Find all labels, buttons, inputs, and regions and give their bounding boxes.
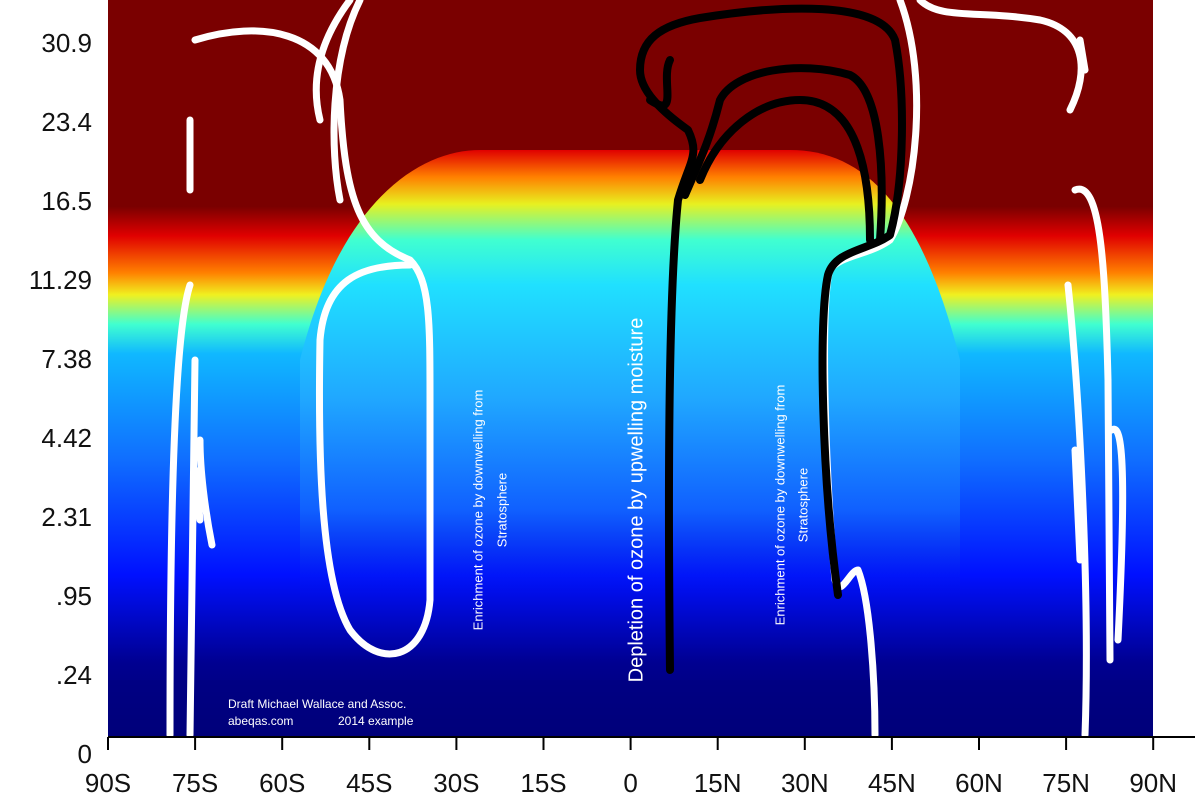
y-tick-label: .95: [56, 581, 92, 611]
field-dome: [300, 150, 960, 600]
streamlines: [166, 0, 1127, 739]
enrichment-label: Enrichment of ozone by downwelling from: [470, 390, 485, 631]
y-tick-label: .24: [56, 660, 92, 690]
x-tick-label: 30N: [781, 768, 829, 793]
enrichment-label: Stratosphere: [494, 473, 509, 547]
field-floor: [108, 680, 1153, 737]
credit: Draft Michael Wallace and Assoc.: [228, 697, 406, 711]
x-tick-label: 0: [623, 768, 637, 793]
x-tick-label: 15N: [694, 768, 742, 793]
depletion-label: Depletion of ozone by upwelling moisture: [625, 318, 647, 683]
enrichment-label: Stratosphere: [795, 468, 810, 542]
y-tick-label: 2.31: [41, 502, 92, 532]
y-tick-label: 0: [78, 739, 92, 769]
x-tick-label: 45N: [868, 768, 916, 793]
x-tick-label: 15S: [520, 768, 566, 793]
y-tick-label: 30.9: [41, 28, 92, 58]
y-tick-label: 7.38: [41, 344, 92, 374]
x-tick-label: 90N: [1129, 768, 1177, 793]
y-tick-label: 11.29: [29, 265, 92, 295]
y-tick-label: 23.4: [41, 107, 92, 137]
credit: 2014 example: [338, 714, 414, 728]
y-tick-label: 4.42: [41, 423, 92, 453]
x-tick-label: 45S: [346, 768, 392, 793]
x-tick-label: 60N: [955, 768, 1003, 793]
x-tick-label: 75S: [172, 768, 218, 793]
x-tick-label: 75N: [1042, 768, 1090, 793]
y-tick-label: 16.5: [41, 186, 92, 216]
x-tick-label: 30S: [433, 768, 479, 793]
x-tick-label: 90S: [85, 768, 131, 793]
enrichment-label: Enrichment of ozone by downwelling from: [772, 385, 787, 626]
credit: abeqas.com: [228, 714, 293, 728]
x-tick-label: 60S: [259, 768, 305, 793]
